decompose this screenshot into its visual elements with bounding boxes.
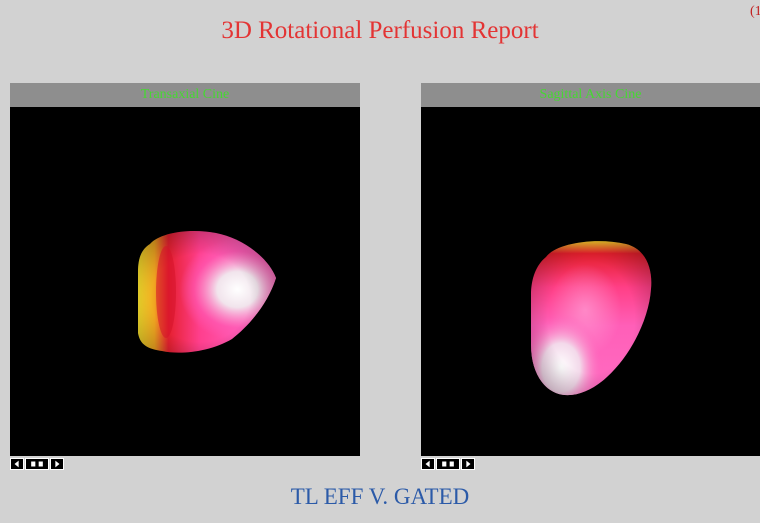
step-back-icon: [425, 460, 430, 468]
step-back-button[interactable]: [10, 458, 24, 470]
transaxial-heart-render: [138, 231, 276, 353]
step-forward-button[interactable]: [461, 458, 475, 470]
sagittal-cine-viewer: Sagittal Axis Cine: [421, 83, 760, 470]
step-back-button[interactable]: [421, 458, 435, 470]
sagittal-cine-controls: [421, 458, 760, 470]
transaxial-cine-viewer: Transaxial Cine: [10, 83, 360, 470]
step-back-icon: [14, 460, 19, 468]
play-pause-icon: [31, 461, 43, 467]
step-forward-button[interactable]: [50, 458, 64, 470]
report-title: 3D Rotational Perfusion Report: [221, 17, 539, 44]
step-forward-icon: [55, 460, 60, 468]
play-pause-button[interactable]: [436, 458, 460, 470]
sagittal-heart-render: [531, 241, 652, 396]
transaxial-cine-controls: [10, 458, 360, 470]
sagittal-cine-label: Sagittal Axis Cine: [421, 83, 760, 107]
page-marker: (1: [750, 4, 760, 19]
study-caption: TL EFF V. GATED: [290, 484, 470, 509]
transaxial-cine-screen[interactable]: [10, 107, 360, 456]
sagittal-cine-screen[interactable]: [421, 107, 760, 456]
step-forward-icon: [466, 460, 471, 468]
transaxial-cine-label: Transaxial Cine: [10, 83, 360, 107]
play-pause-button[interactable]: [25, 458, 49, 470]
play-pause-icon: [442, 461, 454, 467]
